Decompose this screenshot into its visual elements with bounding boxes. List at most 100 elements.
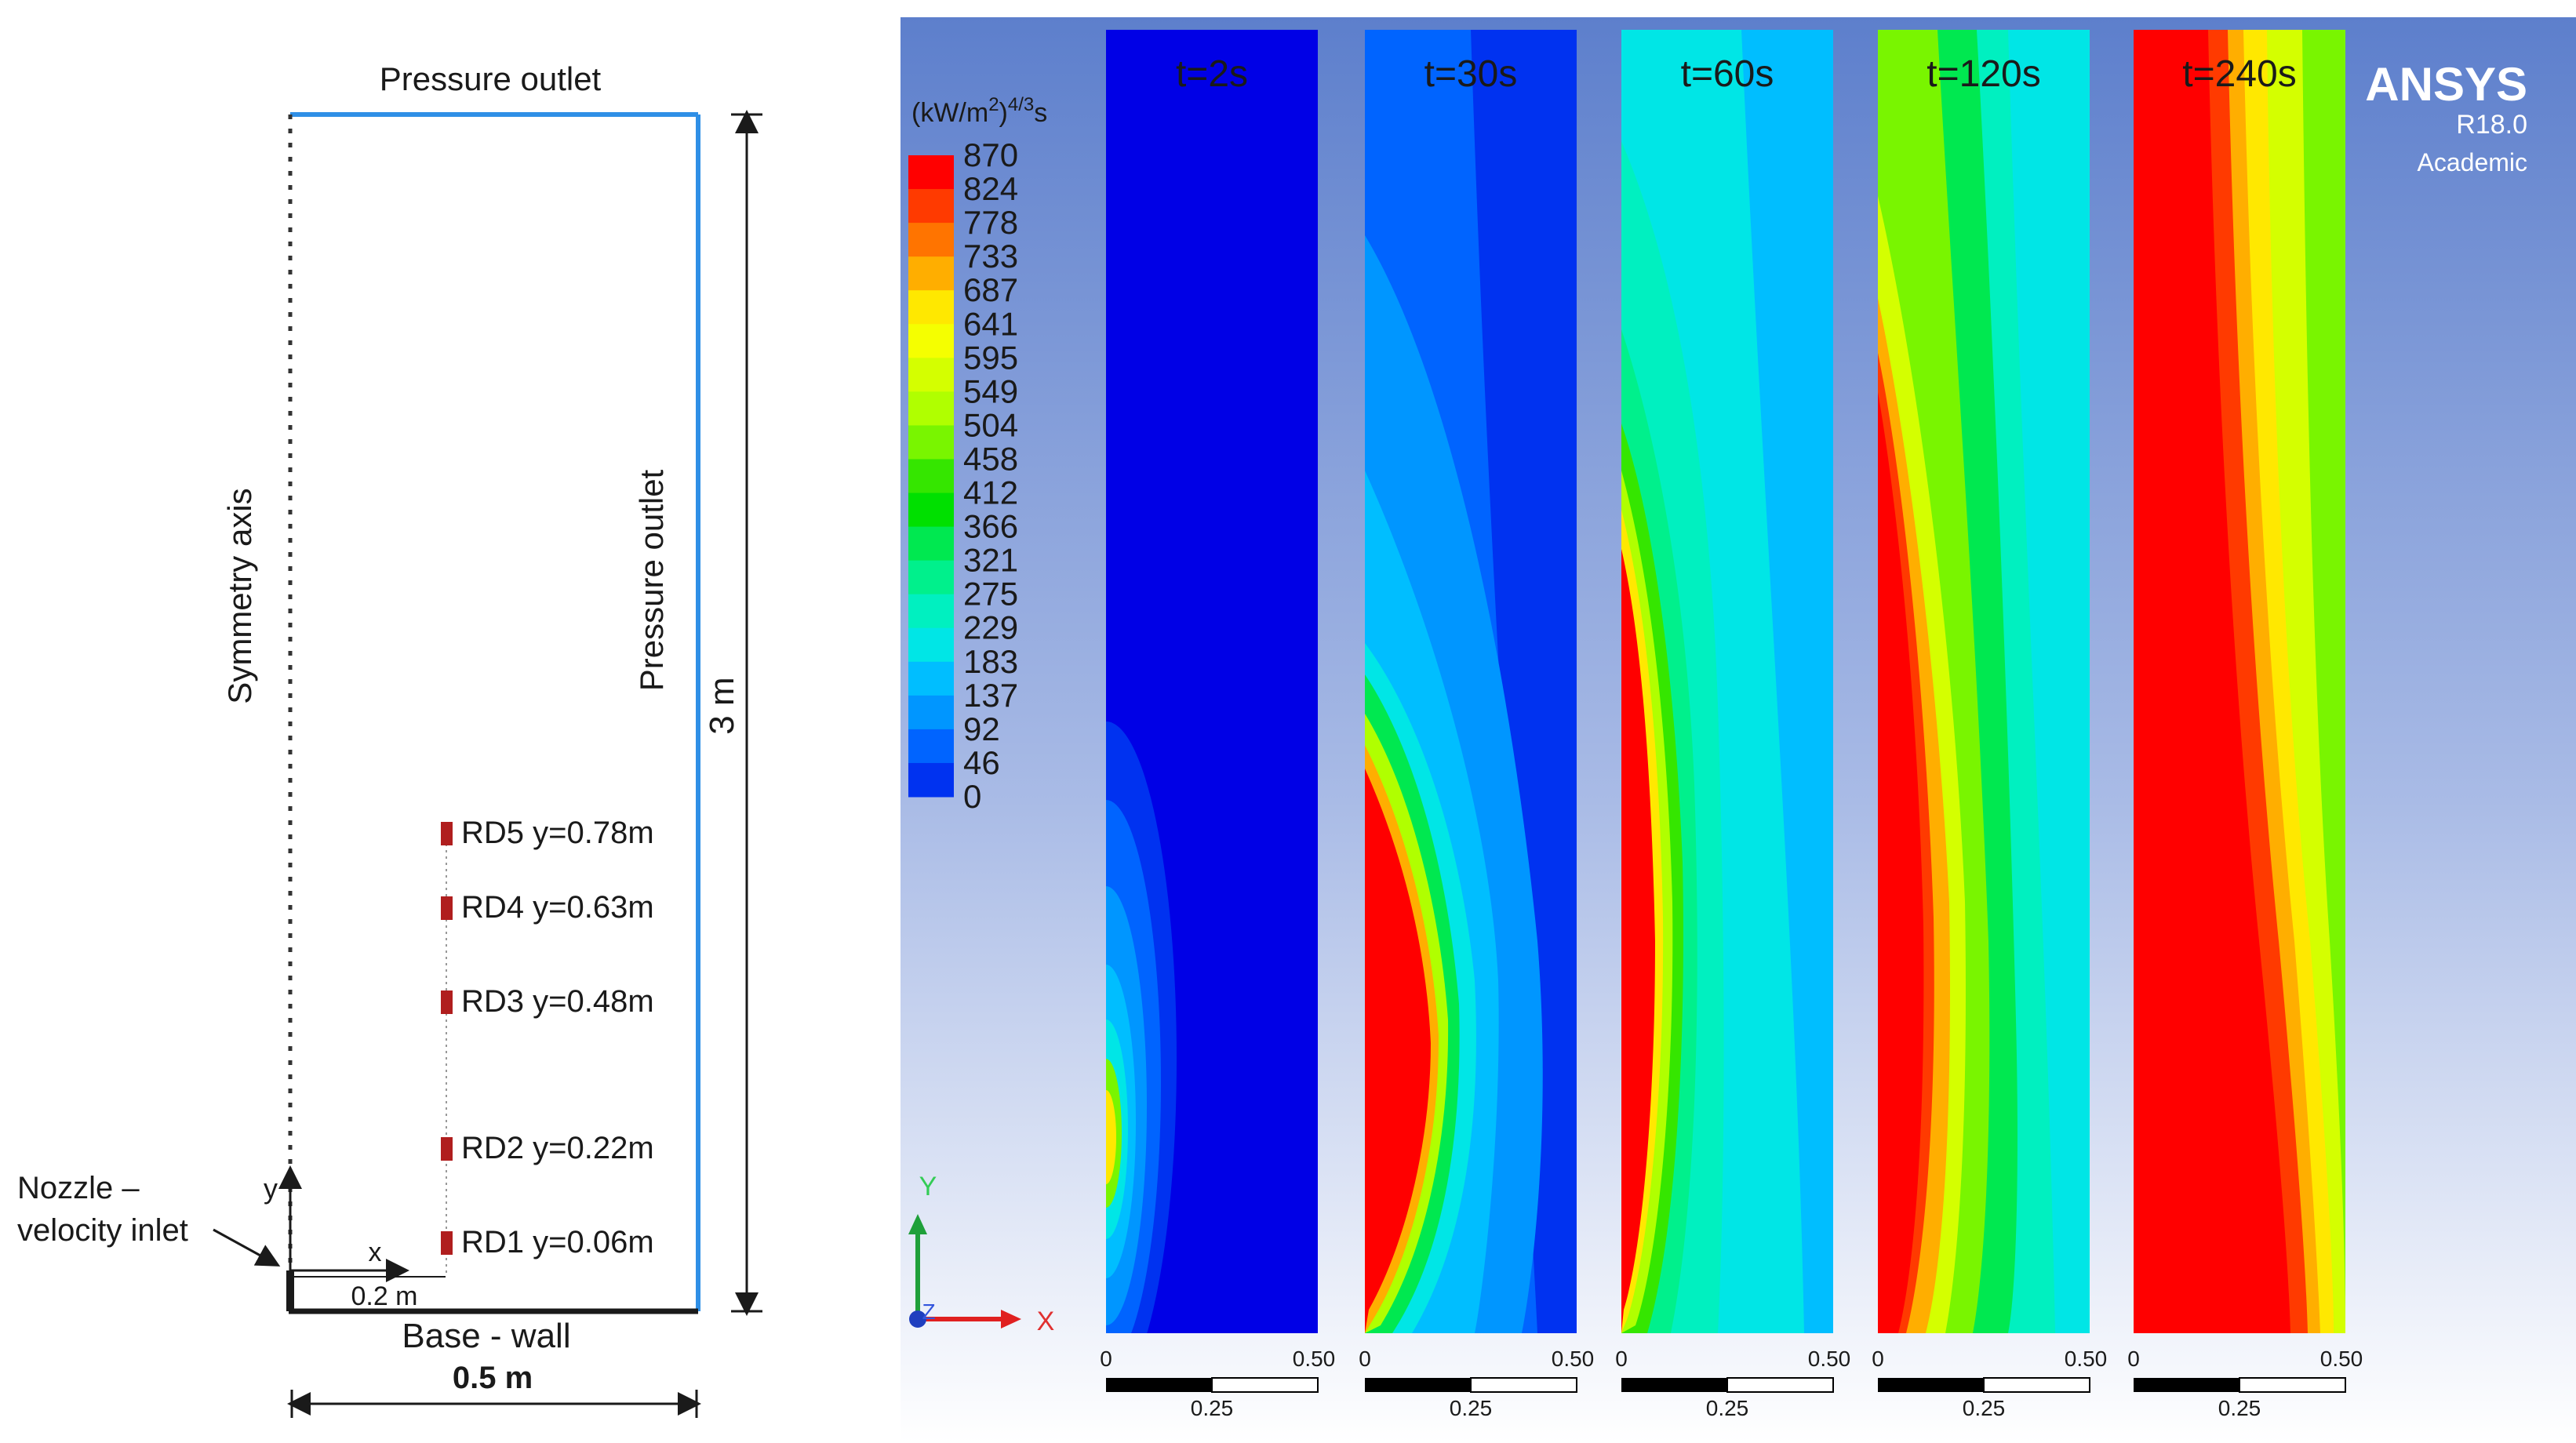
legend-tick-label: 870: [963, 136, 1018, 173]
legend-color-band: [908, 695, 954, 730]
contour-panel-t60: t=60s: [1621, 30, 1833, 1333]
inlet-label-line2: velocity inlet: [17, 1213, 188, 1248]
legend-color-band: [908, 155, 954, 190]
legend-tick-label: 137: [963, 677, 1018, 714]
legend-color-band: [908, 762, 954, 798]
width-dimension-label: 0.5 m: [453, 1361, 533, 1395]
legend-color-band: [908, 223, 954, 257]
legend-unit-label: (kW/m2)4/3s: [911, 94, 1047, 128]
legend-color-band: [908, 189, 954, 224]
detector-rd1: RD1 y=0.06m: [441, 1225, 654, 1259]
scale-left-label: 0: [1100, 1347, 1112, 1371]
inlet-label-line1: Nozzle –: [17, 1171, 140, 1205]
legend-tick-label: 0: [963, 778, 981, 815]
legend-tick-label: 687: [963, 271, 1018, 308]
scale-bar-1: 0 0.50 0.25: [1100, 1347, 1335, 1420]
detector-rd2: RD2 y=0.22m: [441, 1131, 654, 1165]
legend-tick-label: 412: [963, 474, 1018, 511]
detector-marker: [441, 896, 453, 920]
svg-text:0: 0: [1359, 1347, 1371, 1371]
svg-text:0.50: 0.50: [1552, 1347, 1595, 1371]
svg-text:0.25: 0.25: [1963, 1396, 2006, 1420]
legend-tick-label: 92: [963, 711, 1000, 747]
brand-edition: Academic: [2418, 148, 2528, 176]
brand-name: ANSYS: [2365, 58, 2527, 111]
triad-z-dot: [909, 1310, 926, 1328]
time-label: t=2s: [1176, 53, 1248, 95]
detector-marker: [441, 822, 453, 845]
x-axis-label: x: [369, 1238, 382, 1267]
triad-x-label: X: [1037, 1307, 1055, 1336]
legend-tick-label: 733: [963, 238, 1018, 274]
legend-tick-label: 549: [963, 373, 1018, 409]
legend-color-band: [908, 729, 954, 764]
legend-tick-label: 366: [963, 508, 1018, 545]
time-label: t=120s: [1927, 53, 2040, 95]
time-label: t=240s: [2182, 53, 2296, 95]
legend-ticks: 8708247787336876415955495044584123663212…: [963, 136, 1018, 815]
legend-color-band: [908, 560, 954, 595]
domain-schematic: Pressure outlet Symmetry axis Pressure o…: [17, 60, 762, 1418]
right-boundary-label: Pressure outlet: [633, 469, 670, 691]
svg-text:0.25: 0.25: [1450, 1396, 1493, 1420]
legend-bars: [908, 155, 954, 798]
legend-color-band: [908, 324, 954, 358]
svg-text:0: 0: [1872, 1347, 1884, 1371]
triad-y-label: Y: [919, 1172, 937, 1201]
detector-label: RD3 y=0.48m: [461, 984, 654, 1019]
triad-z-label: Z: [922, 1299, 935, 1324]
x-offset-label: 0.2 m: [351, 1281, 417, 1311]
detector-label: RD1 y=0.06m: [461, 1225, 654, 1259]
svg-text:0.50: 0.50: [2065, 1347, 2108, 1371]
top-boundary-label: Pressure outlet: [380, 60, 602, 97]
axis-triad: Y X Z: [908, 1172, 1054, 1336]
inlet-pointer-arrow: [213, 1228, 281, 1267]
scale-bar-2: 0 0.50 0.25: [1359, 1347, 1594, 1420]
legend-color-band: [908, 459, 954, 494]
legend-color-band: [908, 358, 954, 392]
y-axis-label: y: [264, 1172, 278, 1205]
contour-panel-t240: t=240s: [2134, 30, 2345, 1333]
scale-bar-5: 0 0.50 0.25: [2127, 1347, 2363, 1420]
legend-color-band: [908, 290, 954, 325]
detector-rd3: RD3 y=0.48m: [441, 984, 654, 1019]
cfd-results-panel: (kW/m2)4/3s 8708247787336876415955495044…: [901, 17, 2576, 1443]
time-label: t=60s: [1681, 53, 1774, 95]
legend-color-band: [908, 391, 954, 426]
legend-color-band: [908, 661, 954, 696]
brand-version: R18.0: [2456, 110, 2527, 140]
legend-color-band: [908, 493, 954, 528]
color-legend: (kW/m2)4/3s 8708247787336876415955495044…: [908, 94, 1047, 815]
legend-tick-label: 46: [963, 744, 1000, 781]
contour-panel-t120: t=120s: [1878, 30, 2090, 1333]
svg-text:0.50: 0.50: [2320, 1347, 2363, 1371]
legend-color-band: [908, 594, 954, 629]
legend-tick-label: 275: [963, 576, 1018, 612]
legend-tick-label: 504: [963, 406, 1018, 443]
contour-panel-t2: t=2s: [1106, 30, 1318, 1333]
legend-tick-label: 778: [963, 204, 1018, 241]
scale-bar-4: 0 0.50 0.25: [1872, 1347, 2107, 1420]
legend-tick-label: 321: [963, 542, 1018, 579]
legend-color-band: [908, 526, 954, 562]
legend-tick-label: 229: [963, 609, 1018, 646]
detector-marker: [441, 1231, 453, 1255]
contour-panel-t30: t=30s: [1365, 30, 1577, 1333]
legend-color-band: [908, 256, 954, 291]
scale-bar-3: 0 0.50 0.25: [1615, 1347, 1850, 1420]
legend-color-band: [908, 627, 954, 663]
svg-text:0.50: 0.50: [1808, 1347, 1851, 1371]
detector-rd5: RD5 y=0.78m: [441, 816, 654, 850]
legend-tick-label: 595: [963, 339, 1018, 376]
detector-label: RD4 y=0.63m: [461, 890, 654, 925]
legend-tick-label: 824: [963, 170, 1018, 207]
symmetry-axis-label: Symmetry axis: [221, 488, 258, 703]
legend-tick-label: 183: [963, 643, 1018, 680]
scale-right-label: 0.50: [1293, 1347, 1336, 1371]
svg-text:0: 0: [2127, 1347, 2140, 1371]
ansys-logo: ANSYS R18.0 Academic: [2365, 58, 2527, 176]
svg-text:0: 0: [1615, 1347, 1628, 1371]
detector-label: RD2 y=0.22m: [461, 1131, 654, 1165]
svg-text:0.25: 0.25: [1706, 1396, 1749, 1420]
